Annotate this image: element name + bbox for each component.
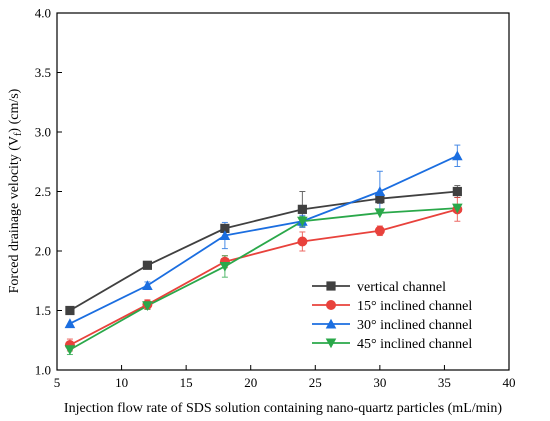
y-tick-label: 4.0	[35, 6, 51, 21]
x-axis-ticks: 5 10 15 20 25 30 35 40	[54, 365, 516, 390]
data-point-1	[220, 223, 230, 233]
data-point-4	[297, 216, 308, 227]
data-point-1	[375, 194, 385, 204]
y-tick-label: 1.0	[35, 363, 51, 378]
y-tick-label: 3.5	[35, 65, 51, 80]
legend-marker	[325, 338, 337, 349]
data-point-4	[374, 208, 386, 219]
x-axis-title: Injection flow rate of SDS solution cont…	[64, 401, 503, 416]
series-lines	[69, 154, 458, 351]
data-point-1	[142, 260, 152, 270]
data-point-3	[219, 230, 231, 241]
x-tick-label: 40	[503, 375, 516, 390]
series-line-4	[69, 207, 458, 351]
x-tick-label: 35	[438, 375, 451, 390]
legend-item: 45° inclined channel	[312, 337, 472, 352]
legend-marker	[326, 281, 336, 291]
y-tick-label: 2.0	[35, 244, 51, 259]
x-tick-label: 10	[115, 375, 128, 390]
data-point-2	[374, 225, 385, 236]
x-tick-label: 20	[244, 375, 257, 390]
data-point-3	[142, 280, 153, 291]
legend-marker	[326, 300, 336, 310]
legend-item: 30° inclined channel	[312, 318, 472, 333]
legend-item: 15° inclined channel	[312, 299, 472, 314]
data-point-3	[374, 186, 386, 196]
data-point-3	[452, 150, 463, 161]
legend-label: 45° inclined channel	[357, 337, 472, 352]
data-point-1	[452, 186, 462, 197]
data-point-4	[64, 345, 76, 356]
series-line-2	[69, 208, 458, 346]
legend-item: vertical channel	[312, 280, 446, 295]
x-tick-label: 30	[373, 375, 386, 390]
data-point-2	[297, 236, 308, 247]
y-tick-label: 1.5	[35, 303, 51, 318]
y-tick-label: 3.0	[35, 125, 51, 140]
data-point-4	[142, 301, 153, 312]
y-axis-title: Forced drainage velocity (Vf) (cm/s)	[7, 88, 24, 293]
x-tick-label: 5	[54, 375, 61, 390]
data-point-1	[65, 305, 75, 316]
data-point-4	[219, 261, 231, 272]
legend: vertical channel 15° inclined channel 30° …	[312, 280, 472, 352]
data-point-1	[297, 204, 307, 214]
legend-label: 30° inclined channel	[357, 318, 472, 333]
data-point-3	[64, 318, 76, 329]
y-axis-ticks: 1.0 1.5 2.0 2.5 3.0 3.5 4.0	[35, 6, 62, 378]
legend-marker	[325, 318, 337, 329]
markers	[64, 150, 463, 356]
y-tick-label: 2.5	[35, 184, 51, 199]
series-line-1	[69, 190, 458, 312]
x-tick-label: 15	[180, 375, 193, 390]
legend-label: 15° inclined channel	[357, 299, 472, 314]
x-tick-label: 25	[309, 375, 322, 390]
data-point-4	[452, 203, 463, 214]
legend-label: vertical channel	[357, 280, 446, 295]
series-line-3	[69, 154, 458, 325]
